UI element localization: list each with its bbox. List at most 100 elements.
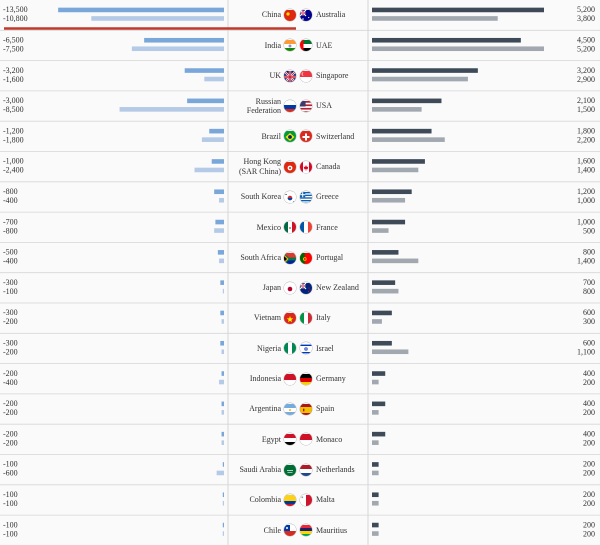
switzerland-flag-icon (300, 130, 312, 143)
right-bar-primary (372, 462, 379, 467)
left-value-label: -10,800 (3, 14, 28, 23)
right-bar-secondary (372, 258, 419, 264)
left-bar-primary (211, 159, 224, 164)
right-value-label: 200 (583, 378, 595, 387)
left-value-label: -1,800 (3, 135, 24, 144)
left-value-label: -300 (3, 338, 18, 347)
right-country-name: Spain (316, 404, 335, 414)
left-country-name: Indonesia (249, 374, 281, 383)
right-value-label: 1,100 (577, 347, 595, 356)
right-bar-secondary (372, 197, 406, 203)
left-value-label: -200 (3, 317, 18, 326)
right-value-label: 200 (583, 529, 595, 538)
left-value-label: -100 (3, 287, 18, 296)
right-value-label: 4,500 (577, 35, 595, 44)
left-bar-primary (220, 340, 224, 346)
mexico-flag-icon (284, 221, 296, 234)
right-bar-primary (372, 401, 386, 407)
japan-flag-icon (284, 282, 296, 294)
left-value-label: -3,000 (3, 96, 24, 105)
russia-flag-icon (284, 100, 296, 113)
right-value-label: 5,200 (577, 44, 595, 53)
left-bar-secondary (221, 440, 224, 445)
left-country-name: Nigeria (257, 343, 281, 353)
right-value-label: 400 (583, 429, 595, 438)
left-value-label: -3,200 (3, 66, 24, 75)
right-value-label: 600 (583, 338, 595, 347)
left-value-label: -100 (3, 499, 18, 508)
right-bar-primary (372, 371, 386, 376)
left-value-label: -100 (3, 529, 18, 538)
right-bar-primary (372, 431, 386, 437)
left-bar-secondary (119, 107, 224, 112)
right-bar-primary (372, 280, 396, 285)
left-bar-secondary (214, 228, 224, 233)
left-value-label: -800 (3, 226, 18, 235)
right-bar-secondary (372, 410, 379, 415)
left-value-label: -1,600 (3, 75, 24, 84)
new-zealand-flag-icon (300, 282, 312, 294)
left-value-label: -800 (3, 187, 18, 196)
chile-flag-icon (284, 524, 296, 537)
left-country-name: India (264, 40, 281, 50)
right-bar-secondary (372, 228, 389, 233)
right-value-label: 2,900 (577, 75, 595, 84)
right-bar-secondary (372, 319, 382, 324)
italy-flag-icon (300, 312, 312, 325)
right-bar-primary (372, 128, 432, 134)
south-korea-flag-icon (284, 191, 296, 203)
left-value-label: -600 (3, 469, 18, 478)
right-bar-primary (372, 492, 379, 498)
argentina-flag-icon (284, 403, 296, 416)
right-country-name: Australia (316, 10, 346, 20)
nigeria-flag-icon (284, 342, 296, 355)
left-bar-secondary (221, 319, 224, 324)
egypt-flag-icon (284, 433, 296, 446)
right-country-name: Singapore (316, 71, 349, 80)
right-value-label: 800 (583, 248, 595, 257)
left-value-label: -400 (3, 257, 18, 266)
left-value-label: -8,500 (3, 105, 24, 114)
left-value-label: -200 (3, 399, 18, 408)
left-country-name: South Korea (240, 192, 281, 202)
left-bar-primary (209, 128, 224, 134)
left-bar-primary (221, 431, 224, 437)
right-value-label: 2,200 (577, 135, 595, 144)
left-bar-primary (144, 37, 224, 43)
right-country-name: Mauritius (316, 525, 348, 535)
left-bar-primary (221, 401, 224, 407)
right-bar-secondary (372, 107, 422, 112)
right-bar-primary (372, 37, 521, 43)
right-country-name: Malta (316, 495, 335, 505)
right-value-label: 1,600 (577, 157, 595, 166)
left-value-label: -100 (3, 520, 18, 529)
right-bar-secondary (372, 500, 379, 506)
south-africa-flag-icon (284, 252, 296, 264)
left-value-label: -400 (3, 196, 18, 205)
left-bar-primary (220, 310, 224, 316)
australia-flag-icon (300, 9, 312, 22)
right-value-label: 1,000 (577, 217, 595, 226)
left-bar-secondary (222, 288, 224, 294)
left-bar-secondary (219, 197, 224, 203)
right-value-label: 800 (583, 287, 595, 296)
right-value-label: 1,800 (577, 126, 595, 135)
right-country-name: Switzerland (316, 131, 355, 141)
left-country-name: Mexico (256, 222, 281, 232)
right-value-label: 3,800 (577, 14, 595, 23)
right-value-label: 200 (583, 438, 595, 447)
right-value-label: 200 (583, 499, 595, 508)
right-value-label: 1,000 (577, 196, 595, 205)
left-country-name: Vietnam (253, 313, 281, 323)
left-value-label: -200 (3, 429, 18, 438)
right-bar-primary (372, 7, 544, 13)
right-country-name: Italy (316, 313, 331, 323)
right-value-label: 700 (583, 278, 595, 287)
left-country-name: Saudi Arabia (239, 464, 281, 474)
right-bar-primary (372, 250, 399, 255)
left-country-name: Egypt (261, 434, 281, 444)
left-bar-secondary (219, 379, 224, 385)
right-value-label: 200 (583, 490, 595, 499)
right-bar-secondary (372, 440, 379, 445)
